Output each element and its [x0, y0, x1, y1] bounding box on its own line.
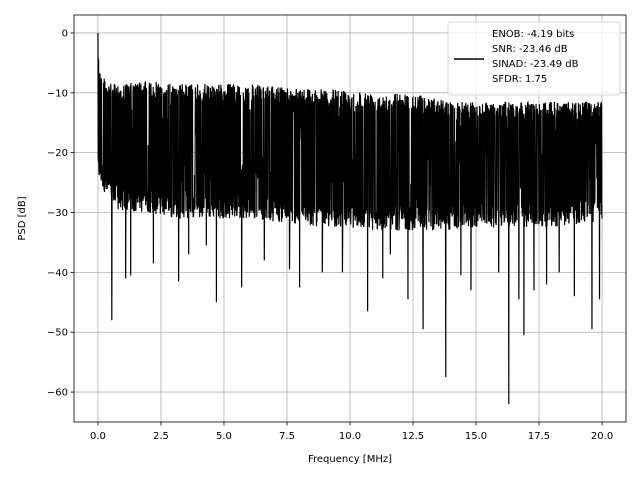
- psd-series-line: [97, 32, 603, 405]
- legend-box: [447, 21, 621, 96]
- y-tick-label: −10: [47, 88, 68, 99]
- y-tick-label: −60: [47, 388, 68, 399]
- y-tick-label: −20: [47, 148, 68, 159]
- x-axis-label: Frequency [MHz]: [308, 454, 392, 465]
- y-tick-label: −40: [47, 268, 68, 279]
- y-axis-label: PSD [dB]: [17, 196, 28, 240]
- x-tick-label: 15.0: [465, 431, 487, 442]
- legend-entry: SINAD: -23.49 dB: [492, 59, 579, 70]
- x-axis-ticks: 0.0 2.5 5.0 7.5 10.0 12.5 15.0 17.5 20.0: [90, 422, 613, 442]
- y-axis-ticks: 0 −10 −20 −30 −40 −50 −60: [47, 28, 74, 399]
- x-tick-label: 17.5: [528, 431, 550, 442]
- y-tick-label: −30: [47, 208, 68, 219]
- x-tick-label: 10.0: [339, 431, 361, 442]
- x-tick-label: 12.5: [402, 431, 424, 442]
- x-tick-label: 7.5: [279, 431, 295, 442]
- x-tick-label: 2.5: [153, 431, 169, 442]
- x-tick-label: 5.0: [216, 431, 232, 442]
- legend-entry: ENOB: -4.19 bits: [492, 29, 574, 40]
- legend-entry: SNR: -23.46 dB: [492, 44, 568, 55]
- y-tick-label: 0: [62, 28, 68, 39]
- y-tick-label: −50: [47, 328, 68, 339]
- legend: ENOB: -4.19 bits SNR: -23.46 dB SINAD: -23…: [447, 21, 621, 96]
- x-tick-label: 0.0: [90, 431, 106, 442]
- series-layer: [97, 32, 603, 405]
- x-tick-label: 20.0: [591, 431, 613, 442]
- legend-entry: SFDR: 1.75: [492, 74, 547, 85]
